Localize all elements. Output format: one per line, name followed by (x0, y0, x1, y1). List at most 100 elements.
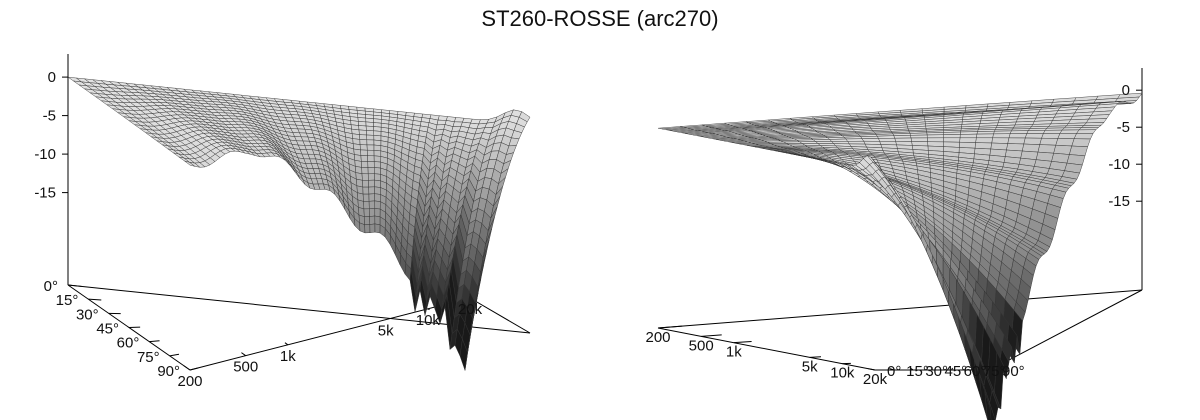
surface-patch (993, 130, 1012, 135)
surface-patch (1069, 145, 1088, 157)
surface-patch (364, 224, 371, 234)
angle-tick-label: 75° (983, 363, 1006, 380)
page-title: ST260-ROSSE (arc270) (481, 6, 719, 31)
surface-patch (361, 167, 369, 175)
angle-tick-label: 60° (117, 335, 140, 352)
level-tick-label: -10 (34, 146, 56, 163)
surface-patch (368, 200, 376, 210)
level-tick-label: -5 (1117, 119, 1130, 136)
surface-patch (373, 161, 381, 169)
surface-patch (878, 137, 896, 142)
surface-patch (828, 138, 849, 142)
surface-patch (361, 161, 369, 168)
surface-patch (464, 321, 473, 371)
surface-patch (1009, 130, 1029, 134)
surface-patch (373, 144, 382, 152)
angle-tick-label: 15° (56, 292, 79, 309)
surface-patch (876, 135, 896, 139)
surface-patch (1053, 144, 1072, 155)
angle-tick-label: 75° (137, 349, 160, 366)
surface-patch (1006, 143, 1024, 152)
angle-tick-mark (189, 367, 199, 371)
surface-patch (374, 186, 381, 195)
surface-patch (364, 216, 371, 225)
surface-patch (369, 208, 376, 217)
surface-patch (362, 180, 369, 188)
frequency-tick-mark (701, 334, 722, 337)
surface-patch (362, 186, 370, 195)
angle-tick-label: 0° (44, 278, 58, 295)
surface-patch (798, 141, 819, 144)
frequency-tick-label: 5k (378, 323, 394, 340)
surface-patch (366, 134, 375, 141)
angle-tick-label: 30° (925, 363, 948, 380)
surface-patch (359, 134, 368, 141)
surface-patch (369, 215, 376, 225)
surface-patch (367, 161, 375, 168)
surface-patch (943, 137, 961, 143)
surface-patch (812, 139, 833, 142)
angle-tick-label: 45° (96, 321, 119, 338)
surface-patch (910, 134, 928, 139)
surface-patch (374, 223, 381, 234)
surface-patch (1007, 137, 1026, 145)
surface-patch (1041, 133, 1061, 139)
frequency-tick-mark (809, 356, 822, 358)
surface-patch (1037, 144, 1056, 154)
surface-patch (991, 137, 1010, 144)
surface-patch (366, 144, 375, 151)
surface-patch (1071, 138, 1091, 147)
surface-patch (357, 117, 367, 123)
surface-patch (374, 167, 381, 175)
angle-tick-mark (88, 298, 102, 301)
surface-patch (1057, 133, 1077, 139)
surface-patch (437, 115, 448, 121)
surface-patch (976, 133, 994, 139)
surface-patch (974, 142, 992, 150)
frequency-tick-label: 10k (830, 365, 855, 382)
surface-patch (959, 133, 978, 139)
surface-patch (368, 193, 375, 202)
surface-patch (373, 150, 382, 157)
surface-patch (861, 138, 880, 142)
surface-patch (367, 167, 375, 175)
surface-patch (927, 137, 944, 143)
surface-patch (374, 179, 381, 188)
frequency-tick-label: 1k (726, 344, 742, 361)
surface-patch (959, 137, 977, 143)
surface-patch (845, 138, 864, 142)
surface-patch (1026, 130, 1046, 134)
floor-edge-line (989, 289, 1143, 371)
surface-patch (374, 173, 381, 182)
surface-patch (943, 134, 961, 139)
surface-patch (910, 137, 928, 142)
surface-patch (1076, 129, 1097, 134)
floor-edge-line (469, 297, 531, 334)
frequency-tick-label: 20k (863, 371, 888, 388)
surface-patch (365, 121, 374, 127)
surface-patch (369, 223, 376, 233)
surface-patch (975, 137, 993, 144)
surface-patch (374, 193, 381, 202)
surface-plot-left: 0 -5 -10 -15 200 500 1k 5k 10k 20k 0°15°30°45°60°7… (34, 54, 531, 390)
frequency-tick-label: 20k (458, 301, 483, 318)
surface-patch (1021, 143, 1040, 153)
angle-tick-mark (67, 284, 82, 287)
surface-patch (870, 157, 881, 169)
surface-patch (367, 155, 375, 162)
surface-patch (893, 135, 912, 139)
surface-patch (367, 173, 375, 181)
surface-patch (1073, 133, 1094, 140)
surface-mesh (67, 76, 531, 371)
surface-patch (373, 155, 382, 163)
angle-tick-label: 90° (157, 363, 180, 380)
surface-patch (1008, 133, 1028, 139)
surface-patch (363, 201, 370, 210)
surface-patch (368, 179, 375, 188)
surface-patch (359, 139, 368, 146)
frequency-tick-label: 1k (280, 348, 296, 365)
surface-patch (1024, 133, 1044, 139)
surface-patch (1023, 137, 1042, 145)
surface-patch (366, 130, 375, 136)
surface-patch (1059, 129, 1080, 134)
